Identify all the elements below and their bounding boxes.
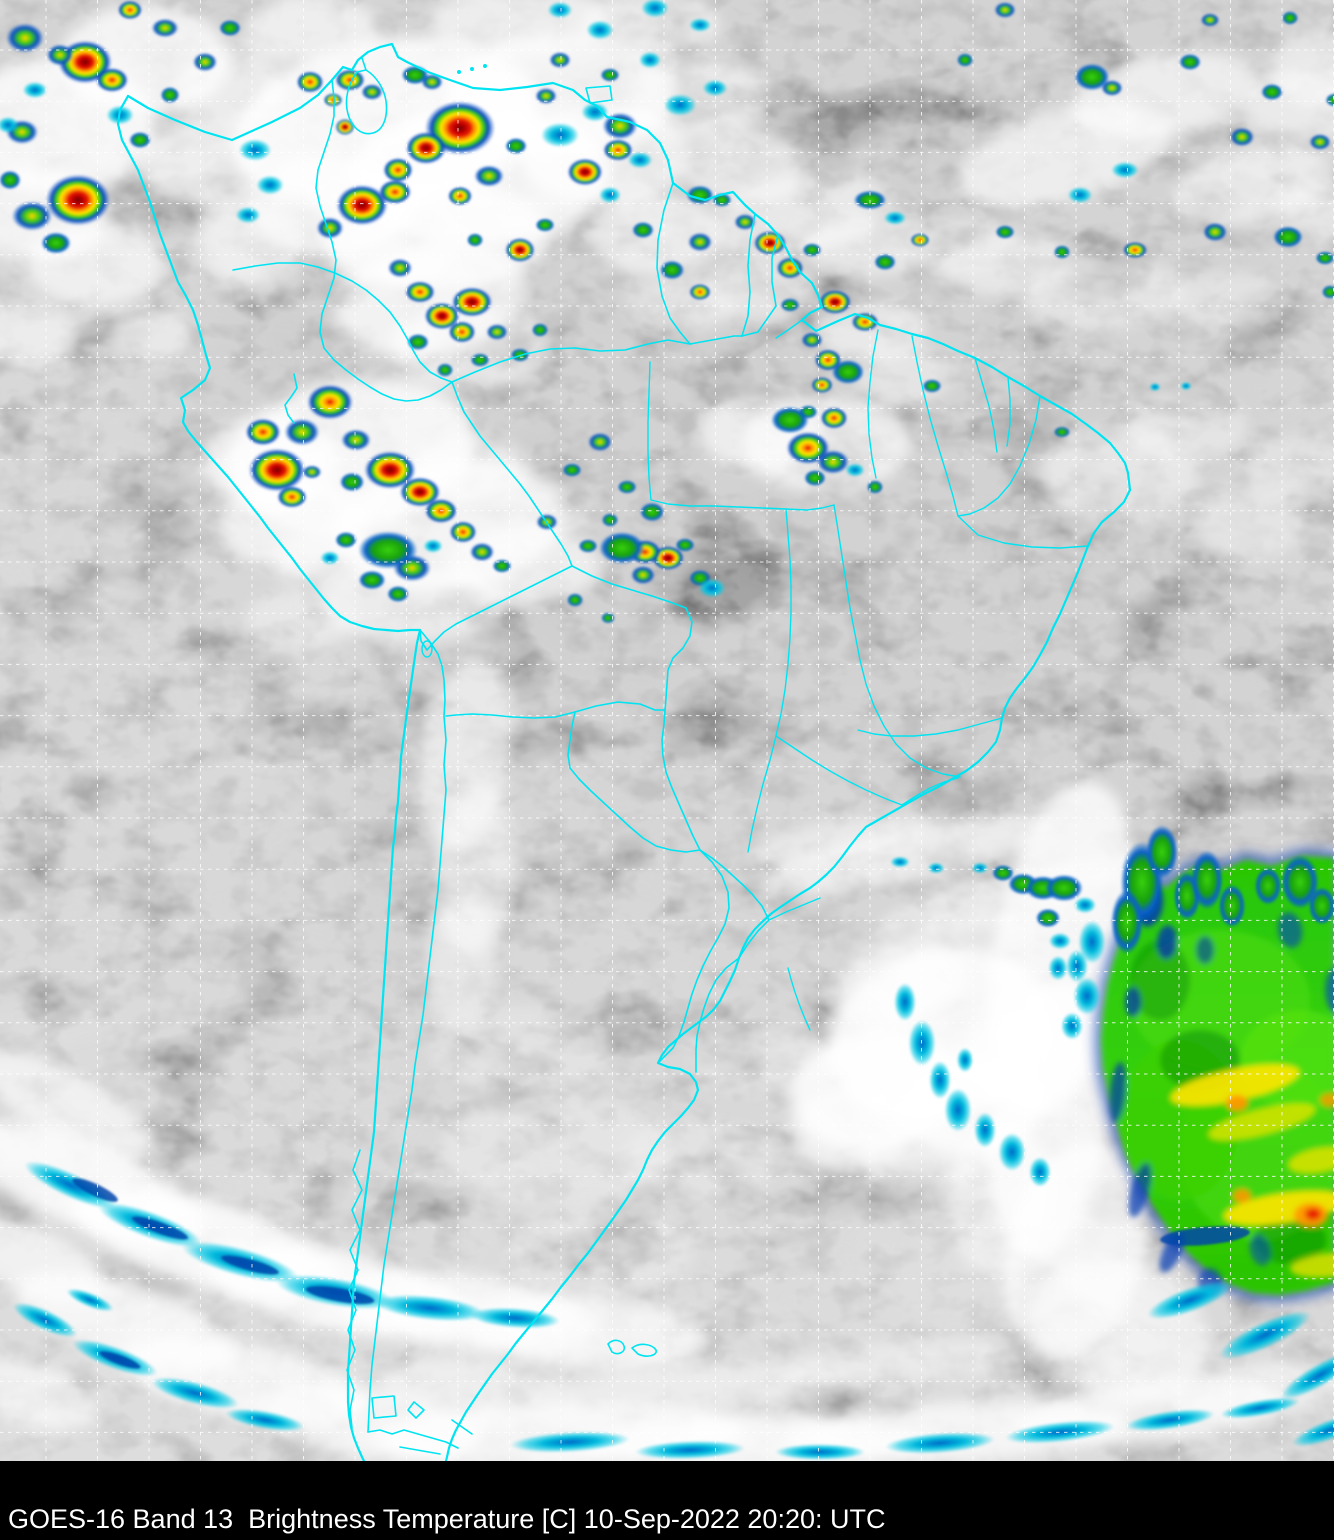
trinidad: [585, 85, 613, 104]
coastline-atlantic: [126, 42, 1132, 1461]
chile-fjords: [346, 1149, 363, 1429]
satellite-scene: [0, 0, 1334, 1461]
border-venezuela-brazil: [451, 339, 691, 383]
state-ms-saopaulo: [775, 735, 903, 806]
caribbean-island: [470, 67, 474, 71]
state-ceara-east: [1006, 376, 1011, 447]
border-brazil-argentina: [699, 849, 770, 959]
state-ms-parana: [747, 735, 777, 853]
border-suriname-frguiana: [771, 234, 779, 307]
cold-streaks-layer: [12, 1161, 1334, 1460]
border-peru-brazil: [451, 381, 573, 567]
lake-maracaibo: [345, 57, 388, 135]
tdf-island-2: [407, 1401, 425, 1419]
tdf-south-shore: [399, 1446, 441, 1455]
tdf-island-1: [371, 1395, 397, 1419]
border-colombia-ecuador: [232, 262, 453, 383]
state-para-maranhao: [867, 329, 879, 479]
caption-bar: GOES-16 Band 13 Brightness Temperature […: [0, 1461, 1334, 1540]
border-guyana-suriname: [741, 213, 756, 337]
border-peru-bolivia: [419, 565, 573, 651]
country-borders-layer: [116, 42, 1132, 1461]
state-tocantins-goias: [833, 504, 961, 778]
state-riograndedosul: [768, 897, 821, 921]
border-brazil-north: [689, 305, 777, 345]
border-argentina-paraguay: [657, 849, 730, 1064]
border-bolivia-brazil: [571, 565, 693, 711]
lake-titicaca: [421, 640, 433, 658]
caribbean-island: [457, 70, 461, 74]
border-ecuador-peru: [284, 373, 298, 424]
lagoa-dos-patos: [787, 967, 811, 1031]
caribbean-island: [483, 64, 487, 68]
amapa-channel: [775, 319, 803, 339]
border-chile-argentina: [367, 629, 447, 1433]
border-bolivia-argentina: [445, 711, 576, 719]
border-venezuela-colombia: [315, 79, 453, 402]
convection-cells-layer: [0, 0, 1334, 1187]
tierra-del-fuego: [367, 1429, 459, 1449]
graticule: [0, 0, 1334, 1461]
state-ceara-west: [974, 357, 998, 453]
caption-text: GOES-16 Band 13 Brightness Temperature […: [8, 1504, 886, 1534]
border-uruguay: [695, 957, 740, 1073]
state-bahia-minas: [857, 717, 1003, 737]
state-pernambuco: [957, 395, 1041, 517]
state-maranhao-piaui: [911, 335, 959, 517]
tdf-island-3: [451, 1419, 473, 1435]
border-venezuela-guyana: [656, 182, 691, 345]
state-bahia-north: [957, 515, 1089, 549]
falkland-islands: [607, 1339, 657, 1357]
coastline-pacific: [116, 94, 422, 1461]
state-minas-sp: [901, 777, 959, 806]
satellite-map: [0, 0, 1334, 1461]
state-amazonas-para: [647, 361, 835, 511]
state-matogrosso: [775, 508, 792, 737]
